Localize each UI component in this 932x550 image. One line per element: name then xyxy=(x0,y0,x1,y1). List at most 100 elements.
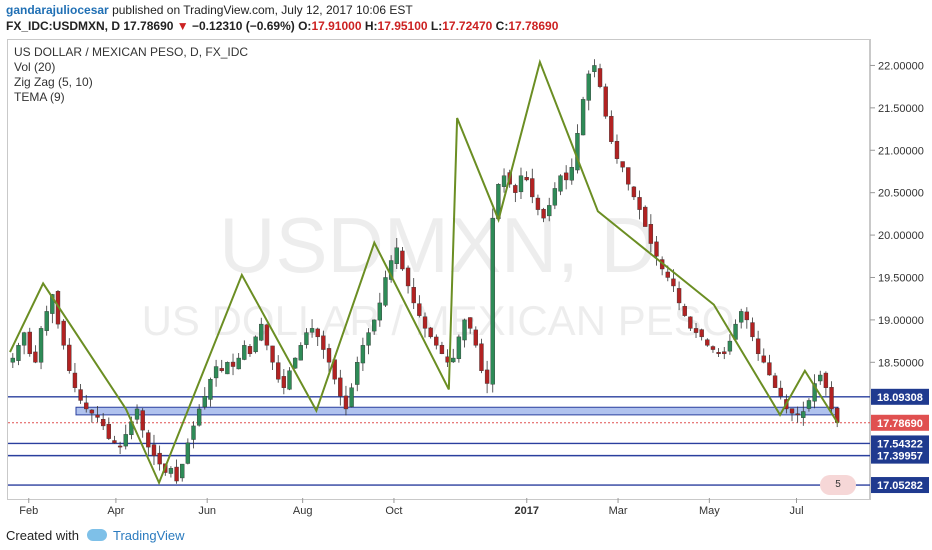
candle-body xyxy=(185,442,191,464)
candle-body xyxy=(213,366,219,379)
y-tick-label: 21.00000 xyxy=(878,145,924,157)
x-tick-label: Mar xyxy=(609,505,628,517)
candle-body xyxy=(586,73,591,101)
candle-body xyxy=(417,303,422,316)
candle-body xyxy=(321,335,326,350)
candle-body xyxy=(614,140,620,159)
level-price-label: 17.05282 xyxy=(877,480,923,492)
down-arrow-icon: ▼ xyxy=(176,19,189,33)
candle-body xyxy=(202,396,207,408)
close-label: C: xyxy=(495,19,509,33)
candle-body xyxy=(259,323,264,341)
legend-tema[interactable]: TEMA (9) xyxy=(14,90,65,104)
candle-body xyxy=(405,267,411,287)
candle-body xyxy=(563,172,569,181)
candle-body xyxy=(547,205,552,217)
candle-body xyxy=(739,311,744,323)
x-tick-label: Jun xyxy=(198,505,216,517)
candle-body xyxy=(535,197,541,210)
y-tick-label: 18.50000 xyxy=(878,357,924,369)
y-tick-label: 20.50000 xyxy=(878,188,924,200)
candle-body xyxy=(411,287,416,304)
candle-body xyxy=(287,370,292,390)
candle-body xyxy=(823,372,829,388)
candle-body xyxy=(225,362,230,375)
candle-body xyxy=(761,355,766,363)
candle-body xyxy=(360,345,366,364)
candle-body xyxy=(95,414,100,418)
candle-body xyxy=(383,277,388,306)
y-tick-label: 22.00000 xyxy=(878,60,924,72)
footer: Created with TradingView xyxy=(6,522,926,548)
tradingview-logo[interactable]: TradingView xyxy=(86,528,185,543)
candle-body xyxy=(592,65,597,72)
x-tick-label: Feb xyxy=(19,505,38,517)
ohlc-line: FX_IDC:USDMXN, D 17.78690 ▼ −0.12310 (−0… xyxy=(6,18,558,34)
candle-body xyxy=(89,409,95,414)
published-text: published on TradingView.com, July 12, 2… xyxy=(112,3,413,17)
candle-body xyxy=(134,408,140,420)
candle-body xyxy=(801,411,806,418)
candle-body xyxy=(603,86,608,117)
candle-body xyxy=(422,316,428,329)
candle-body xyxy=(112,440,117,444)
candle-body xyxy=(829,387,834,410)
candle-body xyxy=(157,452,162,465)
candle-body xyxy=(349,387,354,407)
candle-body xyxy=(44,311,49,331)
candle-body xyxy=(479,343,484,371)
candle-body xyxy=(473,329,478,346)
candle-body xyxy=(693,328,699,333)
candle-body xyxy=(530,178,535,198)
y-tick-label: 19.50000 xyxy=(878,272,924,284)
candle-body xyxy=(67,344,72,371)
x-tick-label: Jul xyxy=(789,505,803,517)
candle-body xyxy=(253,336,258,353)
candle-body xyxy=(10,357,15,363)
legend-volume[interactable]: Vol (20) xyxy=(14,60,56,74)
candle-body xyxy=(168,468,174,474)
candle-body xyxy=(400,250,405,270)
candle-body xyxy=(778,387,783,397)
low-value: 17.72470 xyxy=(442,19,493,33)
candle-body xyxy=(372,319,377,332)
candle-body xyxy=(439,345,445,355)
candle-body xyxy=(631,186,637,198)
y-tick-label: 21.50000 xyxy=(878,103,924,115)
cloud-icon xyxy=(86,529,107,541)
watermark-name: US DOLLAR / MEXICAN PESO xyxy=(142,297,735,344)
candle-body xyxy=(552,188,558,206)
candle-body xyxy=(699,329,704,338)
candle-body xyxy=(123,434,128,447)
candle-body xyxy=(117,445,123,448)
level-price-tag xyxy=(871,477,929,494)
candle-body xyxy=(580,99,586,136)
candle-body xyxy=(818,374,823,382)
candle-body xyxy=(812,383,817,402)
price-axis[interactable] xyxy=(870,39,932,500)
candle-body xyxy=(242,345,247,360)
candle-body xyxy=(326,348,332,363)
events-badge[interactable]: 5 xyxy=(820,475,856,495)
candle-body xyxy=(490,217,495,385)
candle-body xyxy=(78,389,83,401)
publish-line: gandarajuliocesar published on TradingVi… xyxy=(6,2,558,18)
y-tick-label: 19.00000 xyxy=(878,315,924,327)
candle-body xyxy=(569,167,574,181)
chart-plot-area[interactable] xyxy=(7,39,870,500)
candle-body xyxy=(620,161,625,168)
candle-body xyxy=(705,339,710,346)
watermark-symbol: USDMXN, D xyxy=(219,201,657,289)
candle-body xyxy=(722,351,727,355)
low-label: L: xyxy=(430,19,443,33)
candle-body xyxy=(688,316,693,329)
author-link[interactable]: gandarajuliocesar xyxy=(6,3,109,17)
candle-body xyxy=(456,336,462,359)
candle-body xyxy=(292,357,298,369)
candle-body xyxy=(106,423,111,439)
candle-body xyxy=(304,332,309,345)
symbol-label: FX_IDC:USDMXN, D xyxy=(6,19,121,33)
candle-body xyxy=(50,294,55,314)
legend-zigzag[interactable]: Zig Zag (5, 10) xyxy=(14,75,93,89)
candle-body xyxy=(524,177,529,181)
